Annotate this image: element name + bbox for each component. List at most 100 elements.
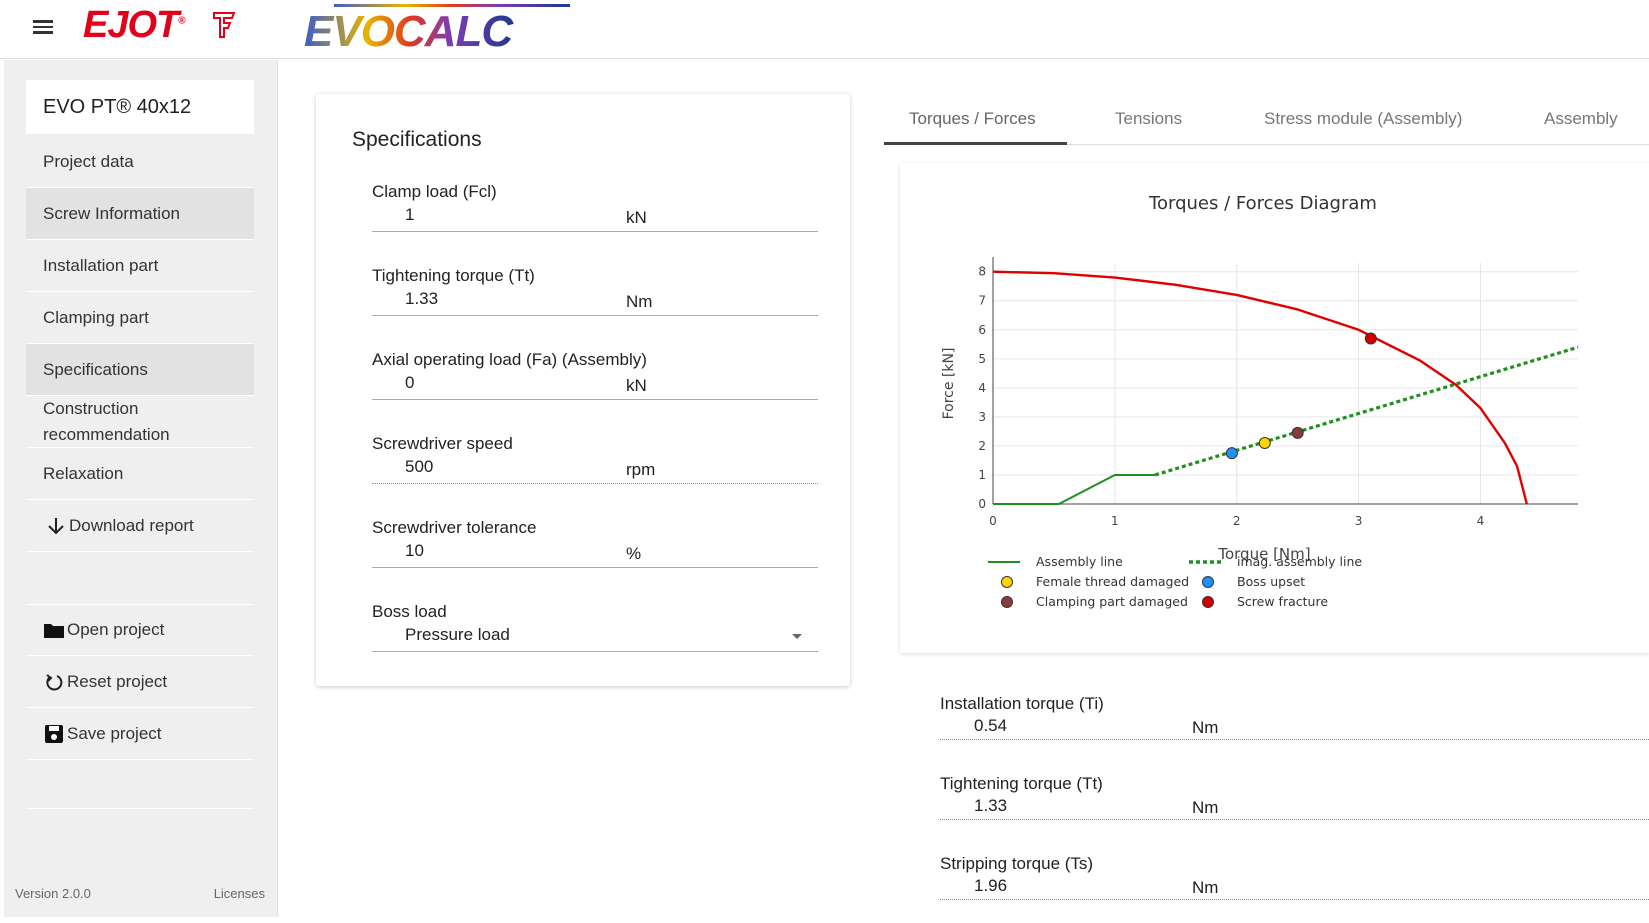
data-point-clamping-part-damaged (1291, 426, 1304, 439)
field-unit: kN (626, 376, 647, 395)
tab-torques-forces[interactable]: Torques / Forces (909, 109, 1036, 128)
specifications-card: Specifications Clamp load (Fcl) 1 kN Tigh… (316, 94, 850, 686)
version-label: Version 2.0.0 (15, 886, 91, 901)
clamp-load-field[interactable]: Clamp load (Fcl) 1 kN (372, 182, 818, 232)
sidebar-item-label: Specifications (43, 359, 148, 379)
axial-operating-load-field[interactable]: Axial operating load (Fa) (Assembly) 0 kN (372, 350, 818, 400)
sidebar-item-project-data[interactable]: Project data (26, 136, 254, 188)
y-tick-label: 1 (978, 468, 986, 482)
field-label: Boss load (372, 602, 447, 621)
screwdriver-tolerance-field[interactable]: Screwdriver tolerance 10% (372, 518, 818, 568)
sidebar-item-clamping-part[interactable]: Clamping part (26, 292, 254, 344)
arrow-down-icon (48, 517, 64, 534)
field-label: Screwdriver speed (372, 434, 513, 453)
brand-name: EJOT (83, 4, 179, 46)
tab-tensions[interactable]: Tensions (1115, 109, 1183, 128)
tab-assembly[interactable]: Assembly (1544, 109, 1618, 128)
legend-label: Clamping part damaged (1036, 594, 1188, 609)
tightening-torque-input[interactable]: 1.33 (405, 289, 439, 308)
sidebar-divider (26, 604, 254, 605)
y-tick-label: 4 (978, 381, 986, 395)
result-label: Installation torque (Ti) (940, 694, 1104, 713)
stripping-torque-result: Stripping torque (Ts) 1.96 Nm (940, 854, 1649, 900)
sidebar-divider (26, 808, 254, 809)
legend-swatch-dot (1202, 576, 1214, 588)
series-line-imag-assembly-line (1154, 345, 1579, 477)
product-name: EVO PT® 40x12 (26, 80, 254, 134)
legend-swatch-dot (1001, 576, 1013, 588)
app-header: EJOT® EVOCALC (0, 0, 1649, 59)
x-tick-label: 1 (1111, 514, 1119, 528)
legend-label: Screw fracture (1237, 594, 1328, 609)
evocalc-logo: EVOCALC (304, 4, 570, 54)
chevron-down-icon[interactable] (792, 634, 802, 639)
screwdriver-speed-field: Screwdriver speed 500 rpm (372, 434, 818, 484)
legend-label: Female thread damaged (1036, 574, 1189, 589)
legend-label: Boss upset (1237, 574, 1305, 589)
result-tabs: Torques / Forces Tensions Stress module … (884, 95, 1649, 145)
menu-icon[interactable] (33, 17, 55, 37)
save-project-label: Save project (67, 723, 162, 743)
download-report-button[interactable]: Download report (26, 500, 254, 552)
y-tick-label: 5 (978, 352, 986, 366)
licenses-link[interactable]: Licenses (213, 886, 265, 901)
field-unit: rpm (626, 460, 656, 479)
sidebar-item-construction-recommendation[interactable]: Construction recommendation (26, 396, 254, 448)
series-line-assembly-line (993, 473, 1156, 505)
result-unit: Nm (1192, 718, 1219, 737)
chart-title: Torques / Forces Diagram (1148, 193, 1377, 214)
screwdriver-tolerance-input[interactable]: 10 (405, 541, 424, 560)
evocalc-logo-text: EVOCALC (304, 7, 514, 54)
result-value: 0.54 (974, 716, 1008, 735)
folder-icon (44, 623, 64, 638)
sidebar-item-label: Screw Information (43, 203, 180, 223)
reset-project-label: Reset project (67, 671, 168, 691)
clamp-load-input[interactable]: 1 (405, 205, 415, 224)
open-project-label: Open project (67, 619, 165, 639)
sidebar-item-screw-information[interactable]: Screw Information (26, 188, 254, 240)
active-tab-indicator (884, 142, 1067, 145)
save-icon (45, 724, 63, 743)
field-unit: kN (626, 208, 647, 227)
legend-swatch-dot (1001, 596, 1013, 608)
sidebar-item-relaxation[interactable]: Relaxation (26, 448, 254, 500)
sidebar-item-specifications[interactable]: Specifications (26, 344, 254, 396)
torques-forces-diagram: Torques / Forces Diagram 0 1 2 3 4 0 1 2 3 4 5 6 7 8 To… (900, 163, 1649, 653)
sidebar-item-label: Project data (43, 151, 134, 171)
y-tick-label: 0 (978, 497, 986, 511)
data-point-screw-fracture (1364, 332, 1377, 345)
ejot-logo: EJOT® (83, 4, 186, 46)
tab-stress-module[interactable]: Stress module (Assembly) (1264, 109, 1463, 128)
field-label: Axial operating load (Fa) (Assembly) (372, 350, 647, 369)
y-tick-label: 7 (978, 294, 986, 308)
y-tick-label: 6 (978, 323, 986, 337)
results-panel: Installation torque (Ti) 0.54 Nm Tighteni… (900, 660, 1649, 923)
axial-operating-load-input[interactable]: 0 (405, 373, 415, 392)
sidebar-item-label: Relaxation (43, 463, 124, 483)
tightening-torque-field[interactable]: Tightening torque (Tt) 1.33 Nm (372, 266, 818, 316)
legend-label: imag. assembly line (1237, 554, 1362, 569)
x-axis-label: Torque [Nm] (1217, 545, 1310, 563)
save-project-button[interactable]: Save project (26, 708, 254, 760)
download-report-label: Download report (69, 515, 194, 535)
boss-load-value[interactable]: Pressure load (405, 625, 510, 644)
card-title: Specifications (352, 128, 482, 151)
sidebar-item-installation-part[interactable]: Installation part (26, 240, 254, 292)
x-tick-label: 0 (989, 514, 997, 528)
result-label: Stripping torque (Ts) (940, 854, 1094, 873)
x-tick-label: 4 (1477, 514, 1485, 528)
y-tick-label: 8 (978, 265, 986, 279)
result-value: 1.33 (974, 796, 1008, 815)
result-label: Tightening torque (Tt) (940, 774, 1103, 793)
result-value: 1.96 (974, 876, 1008, 895)
reset-icon (46, 673, 63, 690)
field-label: Clamp load (Fcl) (372, 182, 497, 201)
y-tick-label: 3 (978, 410, 986, 424)
reset-project-button[interactable]: Reset project (26, 656, 254, 708)
chart-svg: Torques / Forces Diagram 0 1 2 3 4 0 1 2 3 4 5 6 7 8 To… (941, 193, 1579, 609)
installation-torque-result: Installation torque (Ti) 0.54 Nm (940, 694, 1649, 740)
boss-load-select[interactable]: Boss load Pressure load (372, 602, 818, 652)
x-tick-label: 2 (1233, 514, 1241, 528)
sidebar: EVO PT® 40x12 Project data Screw Informa… (4, 60, 278, 917)
open-project-button[interactable]: Open project (26, 604, 254, 656)
